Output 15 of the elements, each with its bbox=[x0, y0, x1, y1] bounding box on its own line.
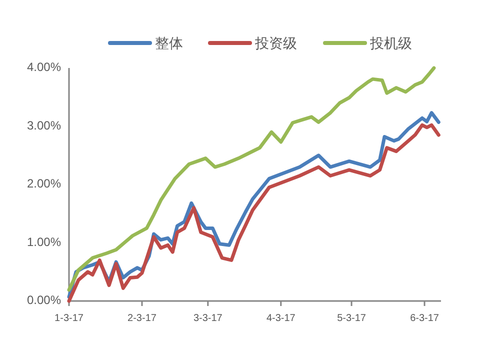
x-tick-label: 1-3-17 bbox=[54, 313, 84, 324]
legend-label: 投资级 bbox=[254, 34, 297, 51]
y-tick-label: 2.00% bbox=[26, 176, 62, 191]
line-series bbox=[67, 66, 436, 292]
y-tick-label: 3.00% bbox=[26, 118, 62, 132]
x-tick-label: 2-3-17 bbox=[128, 313, 157, 324]
x-tick-label: 4-3-17 bbox=[266, 313, 296, 324]
y-tick-label: 1.00% bbox=[26, 234, 62, 249]
legend-label: 投机级 bbox=[369, 34, 412, 51]
x-tick-label: 3-3-17 bbox=[193, 313, 223, 324]
x-tick-label: 6-3-17 bbox=[410, 313, 440, 324]
legend-label: 整体 bbox=[155, 34, 183, 51]
y-tick-label: 0.00% bbox=[26, 293, 62, 308]
x-tick-label: 5-3-17 bbox=[337, 313, 366, 324]
y-tick-label: 4.00% bbox=[26, 60, 62, 74]
